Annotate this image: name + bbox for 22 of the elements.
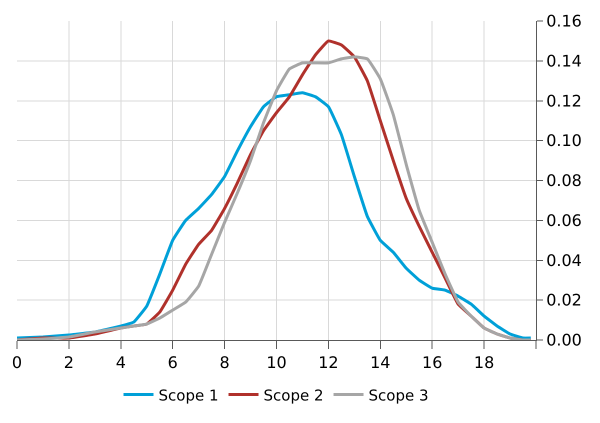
y-tick-label: 0.16 (546, 12, 582, 31)
y-tick-label: 0.04 (546, 250, 582, 270)
legend-label: Scope 2 (264, 386, 324, 404)
y-tick-label: 0.02 (546, 290, 582, 310)
y-tick-label: 0.10 (546, 131, 582, 150)
y-tick-label: 0.08 (546, 171, 582, 190)
x-tick-label: 12 (318, 353, 339, 372)
x-tick-label: 16 (422, 353, 442, 372)
y-tick-label: 0.00 (546, 330, 582, 350)
x-tick-label: 2 (64, 353, 74, 372)
x-tick-label: 0 (12, 353, 22, 372)
x-tick-label: 4 (116, 353, 126, 372)
y-tick-label: 0.12 (546, 91, 582, 110)
legend-label: Scope 3 (368, 386, 429, 404)
y-tick-label: 0.14 (546, 51, 582, 70)
x-tick-label: 14 (370, 353, 390, 372)
legend-label: Scope 1 (158, 386, 219, 404)
x-tick-label: 6 (168, 353, 178, 372)
y-tick-label: 0.06 (546, 210, 582, 230)
x-tick-label: 18 (474, 353, 494, 372)
x-tick-label: 10 (266, 353, 287, 372)
x-tick-label: 8 (220, 353, 230, 372)
